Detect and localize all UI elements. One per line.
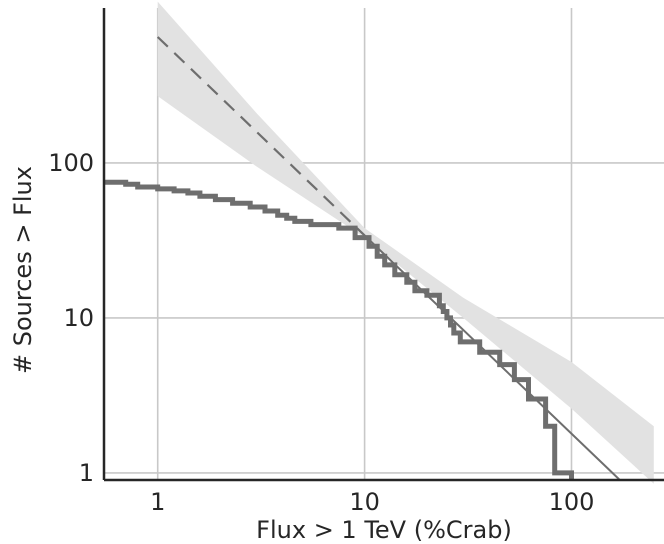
x-tick-label: 10 — [349, 488, 380, 516]
power-law-fit-solid — [363, 234, 620, 481]
x-tick-label: 1 — [150, 488, 165, 516]
x-axis-ticks: 1 10 100 — [150, 488, 594, 516]
cumulative-source-count-line — [104, 179, 574, 480]
x-tick-label: 100 — [549, 488, 595, 516]
confidence-band — [157, 1, 654, 484]
y-tick-label: 1 — [79, 459, 94, 487]
y-tick-label: 100 — [48, 149, 94, 177]
y-axis-label: # Sources > Flux — [9, 166, 37, 374]
x-axis-label: Flux > 1 TeV (%Crab) — [256, 516, 512, 544]
power-law-fit-dashed — [156, 36, 366, 237]
y-tick-label: 10 — [63, 304, 94, 332]
grid — [104, 8, 664, 480]
y-axis-ticks: 1 10 100 — [48, 149, 94, 487]
